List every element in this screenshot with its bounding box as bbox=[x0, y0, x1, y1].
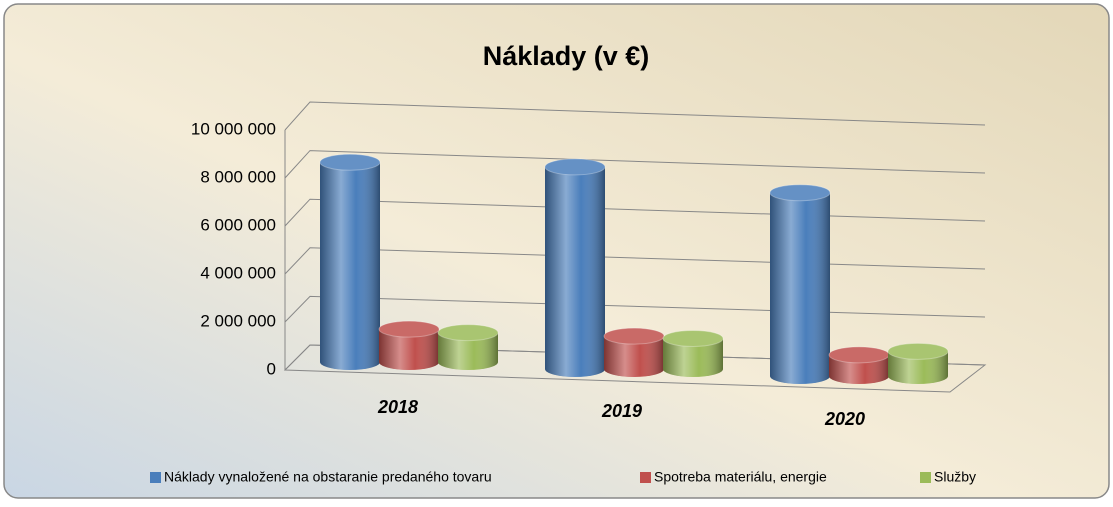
grid-line bbox=[284, 247, 986, 275]
bar-top-shine bbox=[829, 346, 889, 363]
bar-top-shine bbox=[604, 328, 664, 345]
bar-shading bbox=[663, 338, 723, 377]
legend-label: Služby bbox=[934, 469, 976, 485]
bar-top bbox=[603, 327, 665, 345]
bar-shading bbox=[438, 332, 498, 370]
bar-top-shine bbox=[888, 343, 948, 360]
y-tick-label: 4 000 000 bbox=[200, 263, 276, 282]
bar-shading bbox=[888, 351, 948, 384]
grid-line bbox=[284, 101, 986, 131]
bar-top-shine bbox=[379, 321, 439, 338]
bar-top bbox=[378, 320, 440, 338]
y-tick-label: 8 000 000 bbox=[200, 167, 276, 186]
bar-top bbox=[437, 324, 499, 342]
bar-shading bbox=[770, 192, 830, 384]
grid-line bbox=[284, 198, 986, 227]
bar-shading bbox=[320, 162, 380, 370]
bar-top-shine bbox=[438, 324, 498, 341]
bar-top-shine bbox=[545, 158, 605, 175]
y-tick-label: 10 000 000 bbox=[191, 119, 276, 138]
grid-line bbox=[284, 150, 986, 179]
grid-line bbox=[284, 295, 986, 323]
x-tick-label: 2018 bbox=[377, 397, 418, 417]
legend-label: Náklady vynaložené na obstaranie predané… bbox=[164, 469, 492, 485]
y-tick-label: 0 bbox=[267, 359, 276, 378]
floor bbox=[283, 344, 987, 393]
bar-top-shine bbox=[770, 184, 830, 201]
bar-top bbox=[887, 342, 949, 360]
bar-shading bbox=[604, 336, 664, 377]
bar-top bbox=[319, 153, 381, 171]
x-tick-label: 2019 bbox=[601, 401, 642, 421]
x-tick-label: 2020 bbox=[824, 409, 865, 429]
bar-top-shine bbox=[320, 154, 380, 171]
bar-shading bbox=[379, 329, 439, 370]
bar-top bbox=[662, 329, 724, 347]
legend-swatch bbox=[920, 472, 931, 483]
chart-title: Náklady (v €) bbox=[483, 41, 650, 71]
legend-label: Spotreba materiálu, energie bbox=[654, 469, 827, 485]
bar-shading bbox=[545, 166, 605, 377]
bar-top-shine bbox=[663, 330, 723, 347]
bar-top bbox=[544, 158, 606, 176]
legend-swatch bbox=[150, 472, 161, 483]
y-tick-label: 6 000 000 bbox=[200, 215, 276, 234]
y-tick-label: 2 000 000 bbox=[200, 311, 276, 330]
bar-top bbox=[769, 184, 831, 202]
bar-shading bbox=[829, 354, 889, 384]
legend-swatch bbox=[640, 472, 651, 483]
